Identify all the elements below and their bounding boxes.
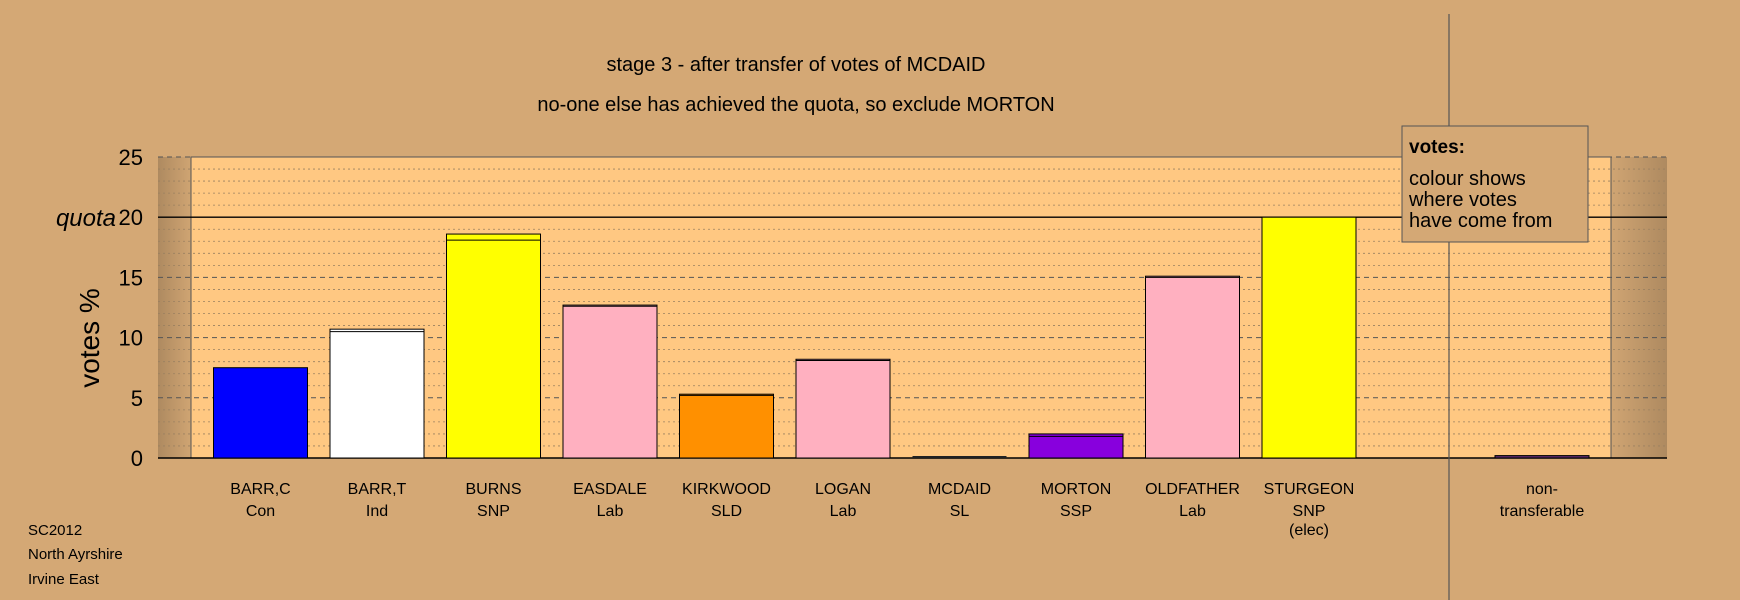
y-tick-label: 0 [131,446,143,471]
plot-area [190,156,1612,459]
candidate-party-label: Lab [597,503,624,520]
plot-shade-right [1611,157,1667,458]
candidate-name-label: EASDALE [573,481,647,498]
chart-subtitle: no-one else has achieved the quota, so e… [537,94,1054,116]
bar-burns [446,233,541,459]
footer: SC2012 North Ayrshire Irvine East [28,522,123,588]
bar-logan [795,358,891,459]
candidate-name-label: STURGEON [1264,481,1355,498]
y-axis-label: votes % [74,288,105,388]
candidate-name-label: BARR,T [348,481,407,498]
y-tick-label: 20 [119,205,143,230]
footer-line: North Ayrshire [28,546,123,563]
y-tick-label: 5 [131,386,143,411]
y-tick-label: 25 [119,145,143,170]
legend: votes: colour shows where votes have com… [1401,125,1589,243]
candidate-party-label: SNP [477,503,510,520]
candidate-party-label: SNP [1293,503,1326,520]
candidate-name-label: OLDFATHER [1145,481,1240,498]
candidate-party-label: Lab [830,503,857,520]
legend-title: votes: [1409,137,1465,158]
legend-box [1401,125,1589,243]
y-axis: 0 5 10 15 20 25 [119,145,143,471]
candidate-status-label: (elec) [1289,522,1329,539]
bar-nontransferable [1494,455,1590,459]
quota-label: quota [56,205,116,232]
legend-line: where votes [1408,189,1517,211]
legend-line: colour shows [1409,168,1526,190]
nontransferable-label: transferable [1500,503,1585,520]
candidate-name-label: MORTON [1041,481,1112,498]
candidate-name-label: BURNS [465,481,521,498]
bar-oldfather [1145,275,1240,459]
bar-kirkwood [679,393,774,459]
bar-barr-t [329,328,425,459]
plot-shade-left [158,157,191,458]
candidate-name-label: LOGAN [815,481,871,498]
footer-line: SC2012 [28,522,82,539]
candidate-name-label: MCDAID [928,481,991,498]
candidate-name-label: KIRKWOOD [682,481,771,498]
candidate-party-label: SSP [1060,503,1092,520]
candidate-party-label: SLD [711,503,742,520]
chart-title: stage 3 - after transfer of votes of MCD… [606,54,985,76]
legend-line: have come from [1409,210,1552,232]
candidate-party-label: Ind [366,503,388,520]
bars [213,216,1590,459]
x-axis-labels: BARR,C Con BARR,T Ind BURNS SNP EASDALE Lab KIRK… [230,481,1584,539]
bar-easdale [562,304,658,459]
bar-barr-c [213,367,308,459]
y-tick-label: 10 [119,326,143,351]
candidate-party-label: SL [950,503,970,520]
footer-line: Irvine East [28,571,100,588]
candidate-party-label: Con [246,503,275,520]
candidate-party-label: Lab [1179,503,1206,520]
bar-morton [1028,433,1124,459]
candidate-name-label: BARR,C [230,481,290,498]
bar-sturgeon [1261,216,1357,459]
y-tick-label: 15 [119,265,143,290]
nontransferable-label: non- [1526,481,1558,498]
